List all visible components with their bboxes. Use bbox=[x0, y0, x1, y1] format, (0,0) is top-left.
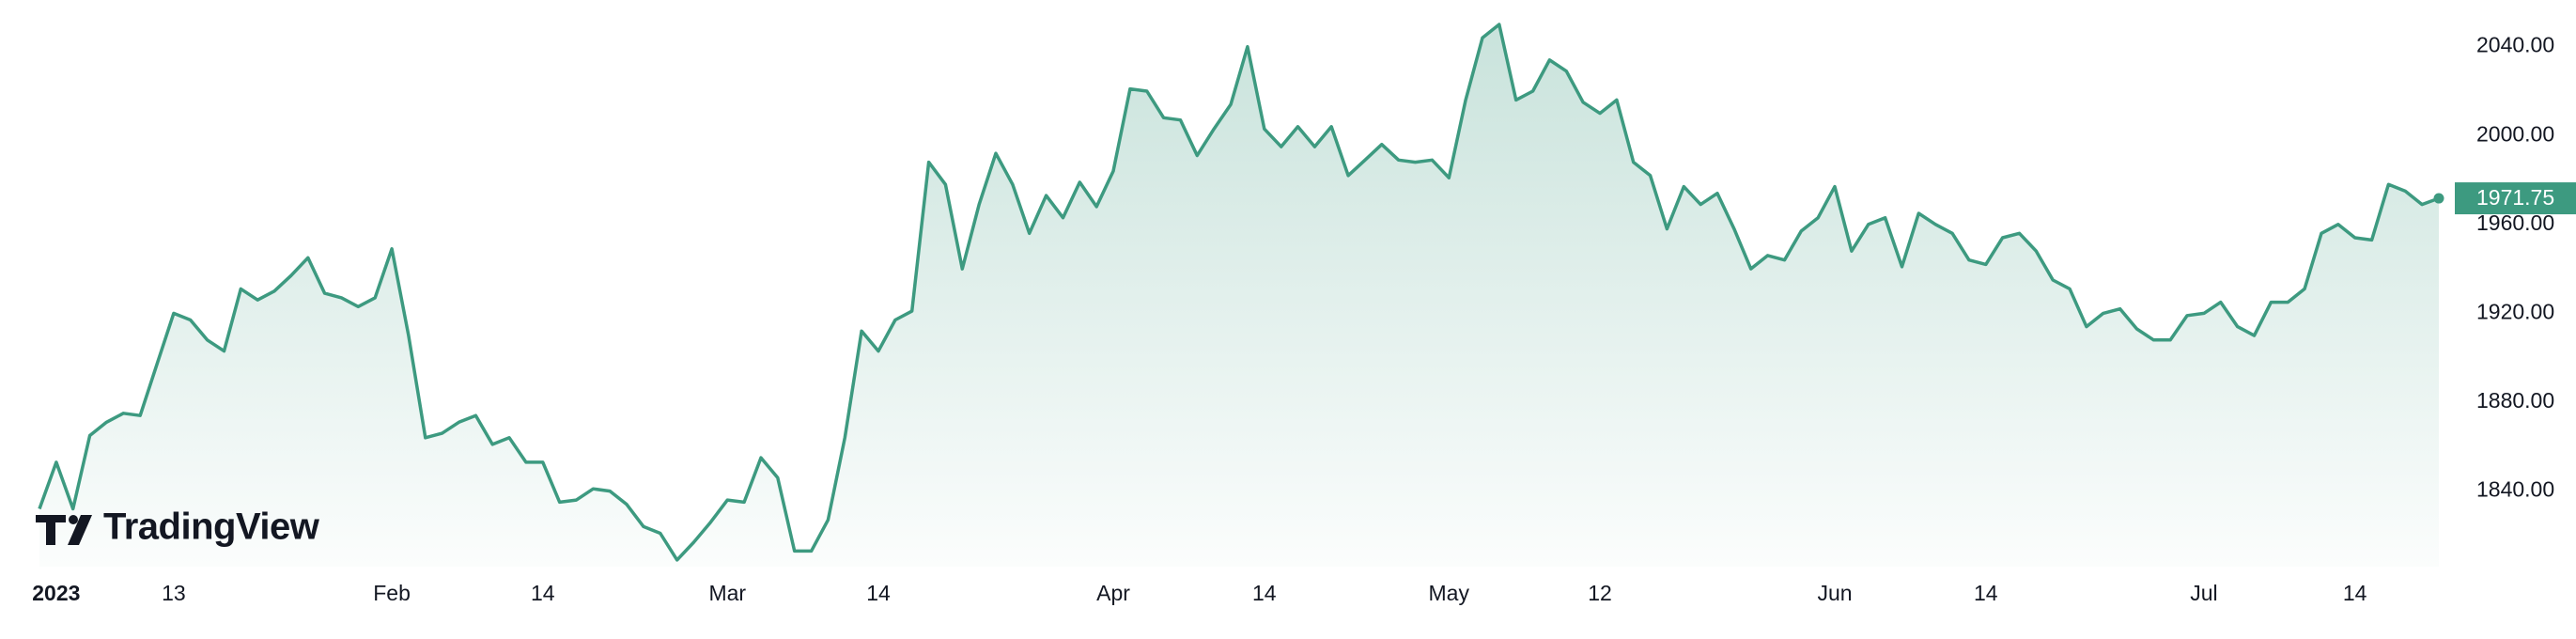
last-point bbox=[2433, 193, 2444, 204]
y-tick-label: 2000.00 bbox=[2476, 121, 2554, 146]
x-tick-label: 2023 bbox=[32, 581, 80, 605]
logo-icon bbox=[36, 515, 66, 545]
x-tick-label: May bbox=[1429, 581, 1470, 605]
logo-text: TradingView bbox=[103, 507, 320, 548]
x-tick-label: 14 bbox=[866, 581, 891, 605]
x-tick-label: 12 bbox=[1588, 581, 1612, 605]
x-tick-label: 14 bbox=[2343, 581, 2367, 605]
y-tick-label: 1840.00 bbox=[2476, 477, 2554, 502]
logo[interactable]: TradingView bbox=[36, 507, 320, 548]
last-price-label: 1971.75 bbox=[2476, 185, 2554, 210]
y-tick-label: 1920.00 bbox=[2476, 300, 2554, 324]
area-fill bbox=[39, 24, 2439, 567]
x-tick-label: 14 bbox=[1252, 581, 1277, 605]
x-tick-label: 13 bbox=[162, 581, 186, 605]
y-tick-label: 2040.00 bbox=[2476, 33, 2554, 57]
last-price-box bbox=[2455, 182, 2576, 215]
x-tick-label: Jul bbox=[2190, 581, 2217, 605]
x-tick-label: 14 bbox=[531, 581, 555, 605]
x-tick-label: Feb bbox=[373, 581, 411, 605]
logo-icon bbox=[69, 515, 78, 524]
y-tick-label: 1960.00 bbox=[2476, 210, 2554, 235]
x-tick-label: Mar bbox=[708, 581, 746, 605]
logo-icon bbox=[68, 515, 92, 545]
price-line bbox=[38, 23, 2440, 562]
x-tick-label: 14 bbox=[1974, 581, 1998, 605]
x-tick-label: Jun bbox=[1817, 581, 1852, 605]
x-tick-label: Apr bbox=[1096, 581, 1130, 605]
y-tick-label: 1880.00 bbox=[2476, 388, 2554, 413]
